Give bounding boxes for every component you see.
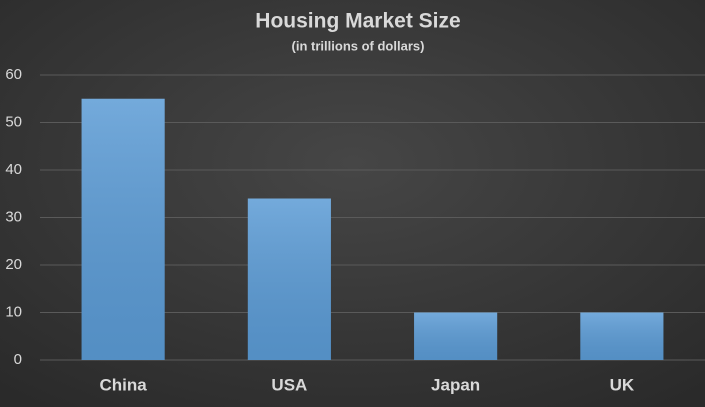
- y-tick-label: 30: [5, 208, 22, 225]
- y-tick-label: 40: [5, 161, 22, 178]
- bar-sheen: [414, 312, 498, 360]
- x-tick-label: Japan: [431, 375, 480, 394]
- chart-subtitle: (in trillions of dollars): [292, 38, 425, 53]
- y-tick-label: 10: [5, 303, 22, 320]
- bar-sheen: [81, 98, 165, 360]
- y-tick-label: 0: [14, 351, 22, 368]
- y-tick-label: 60: [5, 66, 22, 83]
- grid: 0 10 20 30 40 50 60 China USA Japan UK: [5, 66, 705, 394]
- y-tick-label: 20: [5, 256, 22, 273]
- x-tick-label: China: [100, 375, 148, 394]
- bar-sheen: [247, 198, 331, 360]
- bar-sheen: [580, 312, 664, 360]
- y-tick-label: 50: [5, 113, 22, 130]
- x-tick-label: USA: [271, 375, 307, 394]
- x-tick-label: UK: [610, 375, 635, 394]
- bars: [81, 98, 664, 360]
- chart-title: Housing Market Size: [255, 10, 460, 33]
